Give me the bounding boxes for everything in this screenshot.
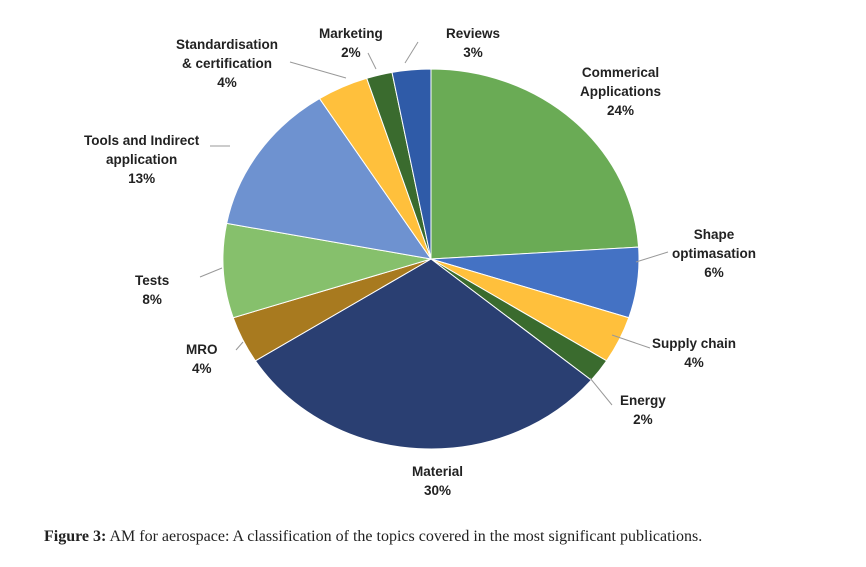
label-supply-chain: Supply chain 4% — [652, 336, 737, 370]
label-commercial: Commerical Applications 24% — [580, 65, 662, 118]
label-shape: Shape optimasation 6% — [672, 227, 757, 280]
pie-slice-tests — [222, 222, 432, 319]
leader-line — [611, 334, 651, 349]
label-tests: Tests 8% — [135, 273, 170, 307]
pie-slice-reviews — [391, 68, 432, 260]
label-marketing: Marketing 2% — [319, 26, 383, 60]
pie-slice-tools-and-indirect-application — [226, 97, 433, 260]
label-energy: Energy 2% — [620, 393, 666, 427]
leader-line — [199, 267, 223, 278]
leader-line — [289, 61, 347, 79]
leader-line — [404, 41, 419, 64]
leader-line — [635, 251, 669, 263]
figure-caption: Figure 3: AM for aerospace: A classifica… — [44, 528, 703, 545]
pie-slice-commerical-applications — [430, 68, 640, 260]
label-reviews: Reviews 3% — [446, 26, 501, 60]
pie-slice-material — [254, 258, 593, 450]
label-standardisation: Standardisation & certification 4% — [176, 37, 279, 90]
pie-chart — [199, 41, 669, 450]
leader-line — [235, 341, 244, 351]
label-tools: Tools and Indirect application 13% — [84, 133, 200, 186]
label-mro: MRO 4% — [186, 342, 218, 376]
label-material: Material 30% — [412, 464, 464, 498]
leader-line — [367, 52, 377, 70]
leader-line — [589, 377, 613, 406]
